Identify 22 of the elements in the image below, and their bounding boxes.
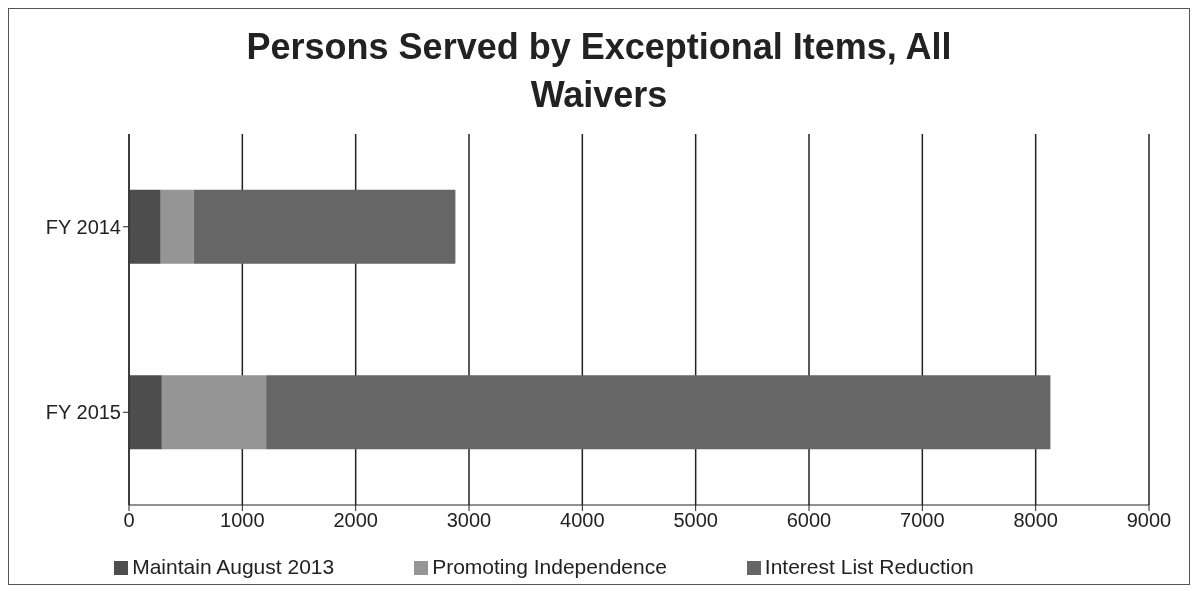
x-tick-label: 3000: [446, 509, 492, 532]
bar: [129, 189, 161, 264]
x-tick-label: 8000: [1013, 509, 1058, 532]
bar: [266, 375, 1051, 450]
bar: [129, 375, 162, 450]
y-tick-label: FY 2015: [45, 401, 121, 424]
bar: [161, 375, 267, 450]
bar: [193, 189, 456, 264]
chart-title: Persons Served by Exceptional Items, All Waivers: [245, 25, 953, 117]
bar: [160, 189, 194, 264]
x-tick-label: 1000: [220, 509, 265, 532]
legend-label: Maintain August 2013: [132, 555, 335, 578]
legend-label: Interest List Reduction: [764, 555, 974, 578]
y-tick-label: FY 2014: [45, 215, 121, 238]
x-tick-label: 7000: [900, 509, 945, 532]
x-tick-label: 0: [123, 509, 135, 532]
legend-label: Promoting Independence: [432, 555, 667, 578]
x-tick-label: 5000: [673, 509, 718, 532]
x-tick-label: 6000: [786, 509, 832, 532]
x-tick-label: 4000: [560, 509, 605, 532]
x-tick-label: 2000: [333, 509, 378, 532]
x-tick-label: 9000: [1126, 509, 1172, 532]
